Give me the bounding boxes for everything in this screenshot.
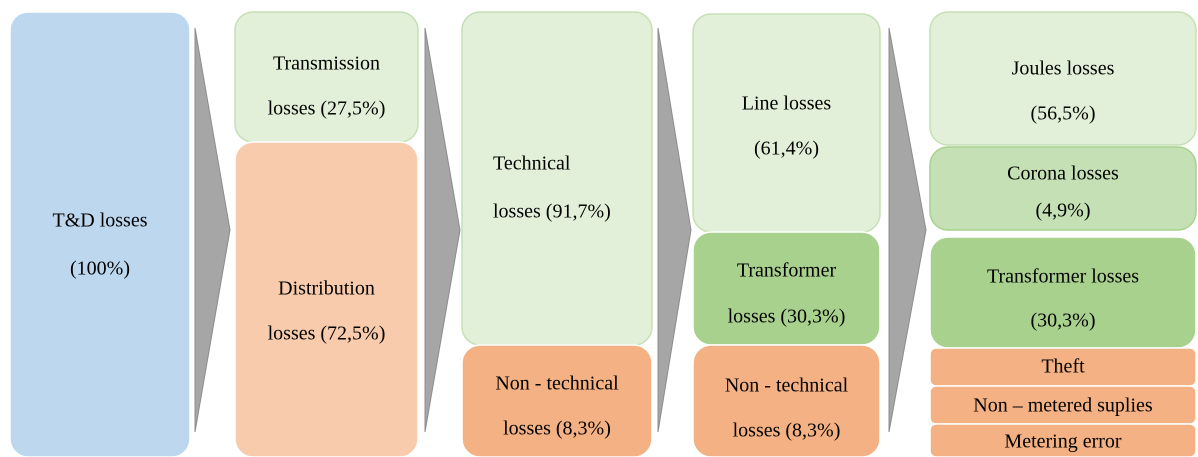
box xyxy=(692,344,881,457)
box-label: Theft xyxy=(1041,356,1085,378)
box-label: Joules losses xyxy=(1012,58,1115,80)
box xyxy=(461,344,653,457)
arrow xyxy=(424,27,461,433)
box-label: Corona losses xyxy=(1007,163,1119,185)
box xyxy=(929,11,1197,146)
arrow xyxy=(888,27,927,433)
box-label: Transformer losses xyxy=(987,266,1139,288)
box-label: T&D losses xyxy=(53,210,148,232)
box-label: (30,3%) xyxy=(1031,310,1096,332)
box-label: Transmission xyxy=(273,53,380,75)
box-label: (100%) xyxy=(70,258,130,280)
box xyxy=(692,13,881,233)
box xyxy=(9,11,191,457)
box-label: Transformer xyxy=(737,260,837,282)
box xyxy=(929,146,1197,231)
box-label: losses (27,5%) xyxy=(268,98,386,120)
box-label: losses (72,5%) xyxy=(268,323,386,345)
box-label: (61,4%) xyxy=(754,138,819,160)
box xyxy=(234,141,419,457)
box xyxy=(234,11,419,143)
box xyxy=(929,423,1197,457)
box-label: Non - technical xyxy=(725,375,849,397)
box-label: Metering error xyxy=(1004,431,1122,453)
box-label: Distribution xyxy=(278,278,375,300)
arrow xyxy=(194,27,231,433)
box-label: losses (8,3%) xyxy=(503,418,611,440)
box-label: Non - technical xyxy=(495,373,619,395)
box-label: Non – metered suplies xyxy=(973,395,1153,417)
box-label: Technical xyxy=(493,153,571,175)
box xyxy=(461,11,653,346)
arrow xyxy=(657,27,692,433)
box-label: losses (91,7%) xyxy=(493,201,611,223)
box xyxy=(692,231,881,346)
box-label: (56,5%) xyxy=(1031,103,1096,125)
box-label: losses (8,3%) xyxy=(733,420,841,442)
box-label: losses (30,3%) xyxy=(728,306,846,328)
box-label: (4,9%) xyxy=(1036,200,1091,222)
box-label: Line losses xyxy=(742,93,832,115)
